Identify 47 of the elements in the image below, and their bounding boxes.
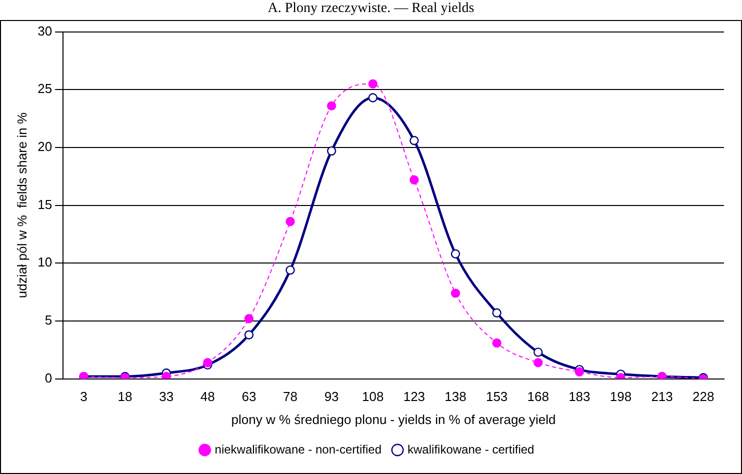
point bbox=[203, 358, 212, 368]
x-tick-label: 168 bbox=[527, 389, 549, 404]
x-tick-label: 213 bbox=[651, 389, 673, 404]
x-tick-label: 228 bbox=[692, 389, 714, 404]
x-tick-label: 48 bbox=[200, 389, 215, 404]
x-tick-label: 123 bbox=[403, 389, 426, 404]
y-tick-label: 10 bbox=[38, 254, 52, 270]
x-tick-label: 198 bbox=[610, 389, 632, 404]
legend-label: kwalifikowane - certified bbox=[408, 442, 534, 456]
y-tick-label: 15 bbox=[38, 196, 52, 212]
y-axis-title: udział pól w % fields share in % bbox=[14, 112, 30, 298]
x-tick-label: 18 bbox=[118, 389, 132, 404]
point bbox=[574, 367, 584, 376]
x-tick-label: 78 bbox=[283, 389, 298, 404]
point bbox=[286, 216, 295, 226]
x-tick-label: 33 bbox=[159, 389, 174, 404]
legend-label: niekwalifikowane - non-certified bbox=[214, 442, 382, 456]
y-tick-label: 20 bbox=[38, 139, 52, 154]
point bbox=[244, 330, 254, 340]
x-tick-label: 183 bbox=[568, 389, 590, 404]
y-tick-label: 5 bbox=[44, 312, 52, 328]
point bbox=[368, 93, 378, 102]
x-tick-label: 138 bbox=[444, 389, 466, 404]
point bbox=[450, 249, 460, 258]
point bbox=[326, 101, 336, 110]
chart-title: A. Plony rzeczywiste. — Real yields bbox=[266, 0, 476, 18]
point bbox=[534, 358, 543, 368]
point bbox=[286, 265, 295, 275]
x-tick-label: 63 bbox=[242, 389, 256, 404]
point bbox=[492, 308, 502, 318]
point bbox=[450, 288, 460, 298]
point bbox=[368, 79, 378, 88]
x-tick-label: 93 bbox=[324, 389, 339, 404]
point bbox=[244, 314, 254, 324]
point bbox=[162, 372, 171, 379]
x-tick-label: 3 bbox=[80, 389, 88, 404]
point bbox=[326, 146, 336, 156]
y-tick-label: 30 bbox=[38, 23, 52, 38]
point bbox=[534, 348, 543, 357]
point bbox=[492, 338, 502, 348]
point bbox=[410, 136, 419, 146]
y-tick-label: 25 bbox=[38, 81, 52, 96]
point bbox=[410, 175, 419, 184]
x-tick-label: 153 bbox=[486, 389, 508, 404]
x-axis-title: plony w % średniego plonu - yields in % of average yield bbox=[231, 412, 556, 427]
y-tick-label: 0 bbox=[44, 370, 52, 386]
x-tick-label: 108 bbox=[362, 389, 384, 404]
